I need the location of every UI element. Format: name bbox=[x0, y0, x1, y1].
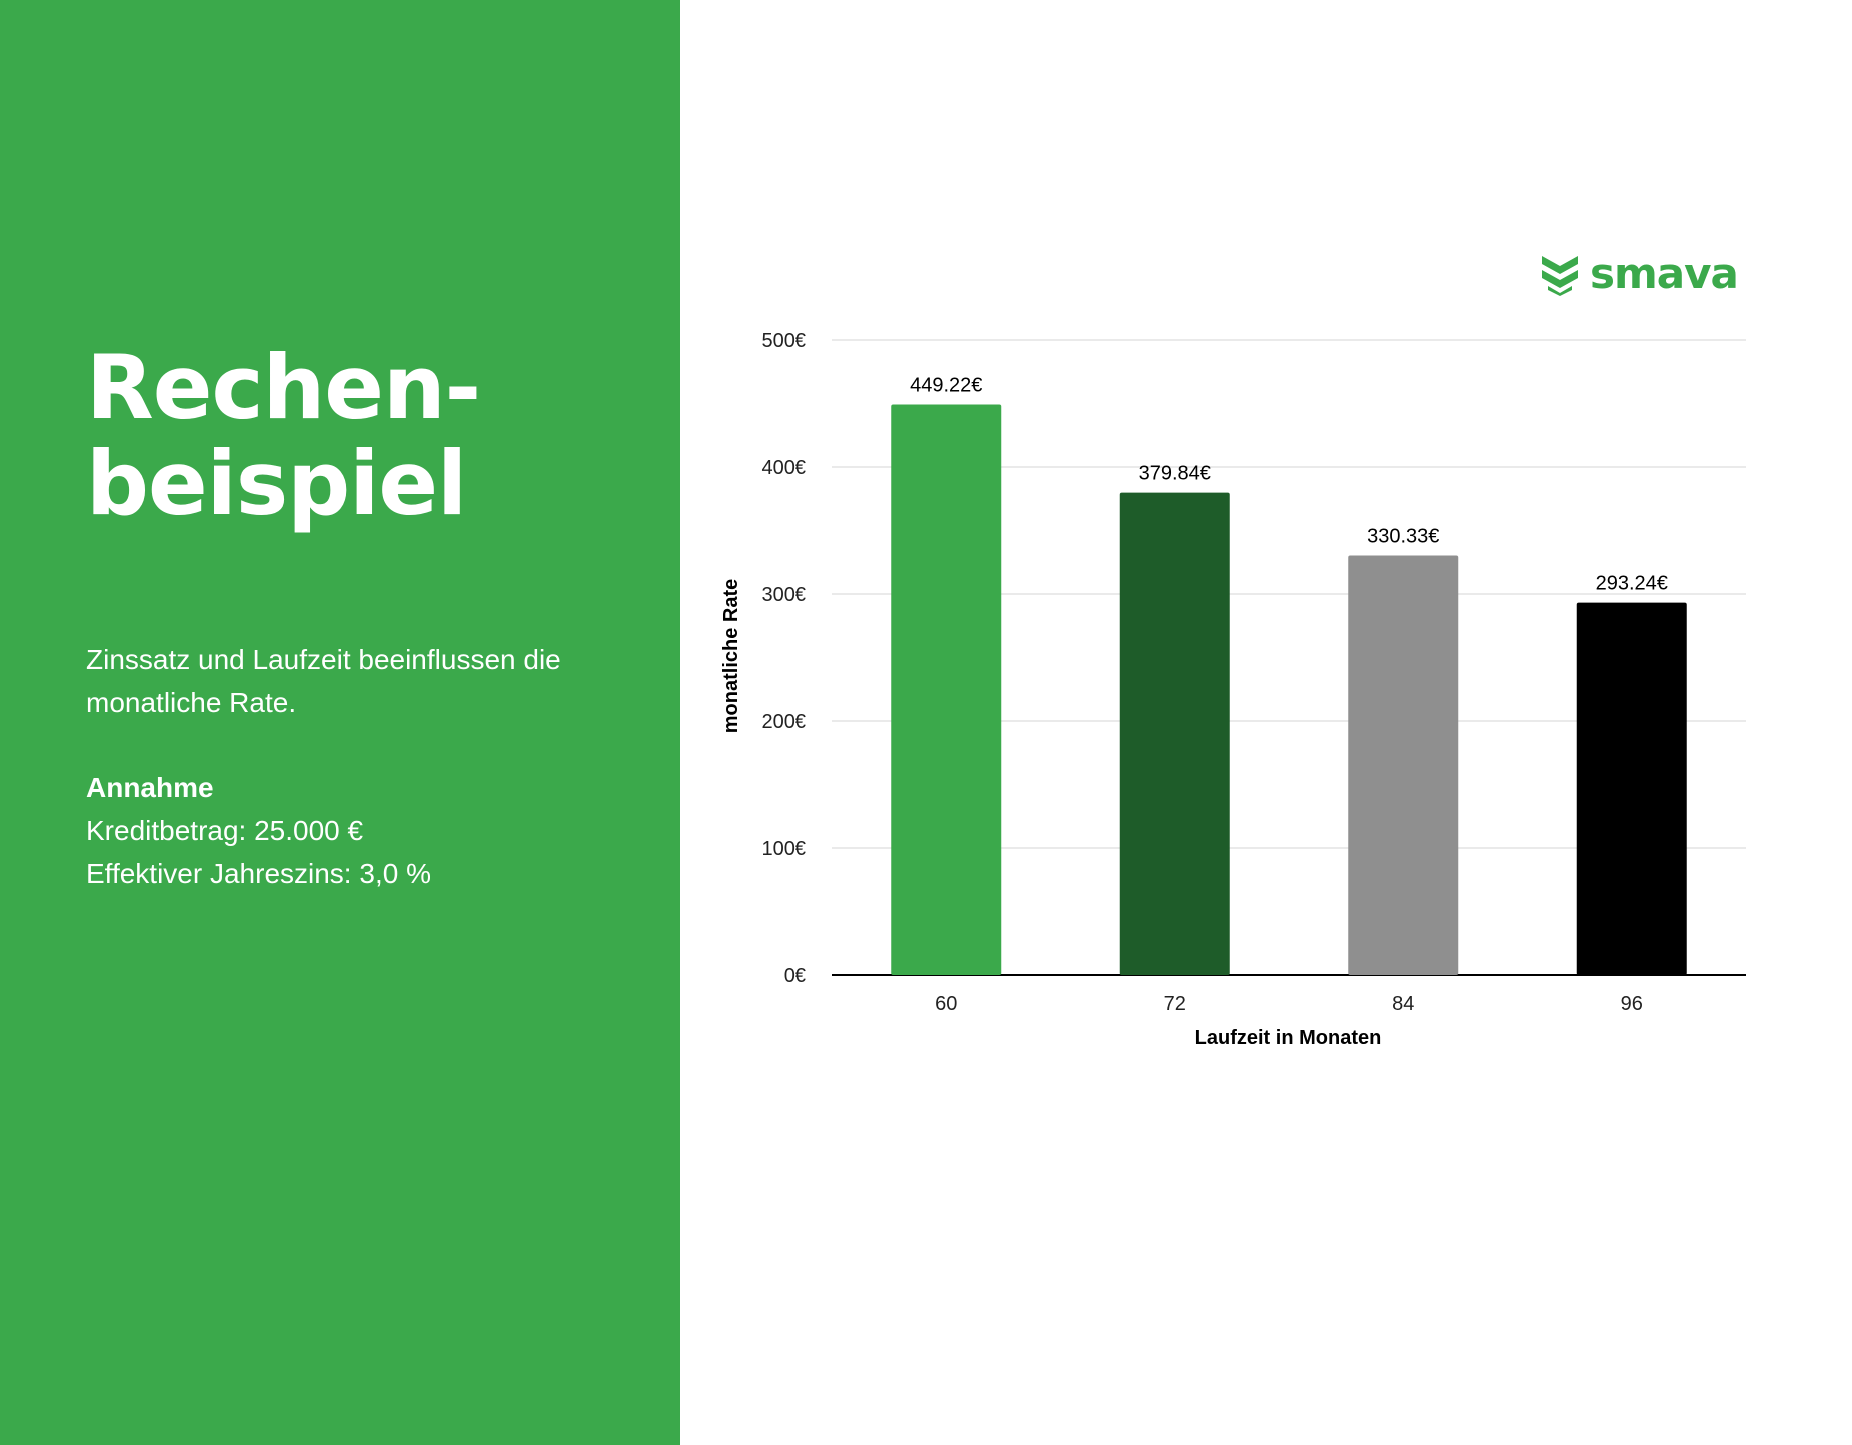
x-tick-label: 72 bbox=[1164, 993, 1186, 1015]
data-label: 330.33€ bbox=[1367, 525, 1439, 547]
assumption-block: Annahme Kreditbetrag: 25.000 € Effektive… bbox=[86, 766, 431, 895]
assumption-credit-amount: Kreditbetrag: 25.000 € bbox=[86, 815, 364, 846]
page-title-line-1: Rechen- bbox=[86, 336, 481, 439]
chevron-stack-icon bbox=[1542, 256, 1578, 296]
left-panel: Rechen- beispiel Zinssatz und Laufzeit b… bbox=[0, 0, 680, 1445]
bar-96 bbox=[1576, 602, 1687, 975]
chart-y-ticks: 0€ 100€ 200€ 300€ 400€ 500€ bbox=[762, 330, 807, 987]
x-tick-label: 96 bbox=[1621, 993, 1643, 1015]
x-axis-label: Laufzeit in Monaten bbox=[1195, 1027, 1382, 1049]
bar-60 bbox=[891, 404, 1002, 975]
y-tick-label: 200€ bbox=[762, 711, 807, 733]
data-label: 293.24€ bbox=[1596, 573, 1668, 595]
x-tick-label: 84 bbox=[1392, 993, 1414, 1015]
y-tick-label: 400€ bbox=[762, 457, 807, 479]
y-tick-label: 500€ bbox=[762, 330, 807, 352]
smava-logo: smava bbox=[1540, 249, 1739, 298]
bar-84 bbox=[1348, 555, 1459, 975]
chart-data-labels: 449.22€ 379.84€ 330.33€ 293.24€ bbox=[910, 374, 1668, 594]
y-axis-label: monatliche Rate bbox=[720, 579, 742, 733]
assumption-interest-rate: Effektiver Jahreszins: 3,0 % bbox=[86, 858, 431, 889]
data-label: 449.22€ bbox=[910, 374, 982, 396]
logo-text: smava bbox=[1590, 249, 1739, 298]
intro-text: Zinssatz und Laufzeit beeinflussen die m… bbox=[86, 644, 561, 718]
chart-x-ticks: 60 72 84 96 bbox=[935, 993, 1643, 1015]
y-tick-label: 100€ bbox=[762, 838, 807, 860]
y-tick-label: 0€ bbox=[784, 965, 806, 987]
y-tick-label: 300€ bbox=[762, 584, 807, 606]
data-label: 379.84€ bbox=[1139, 463, 1211, 485]
x-tick-label: 60 bbox=[935, 993, 957, 1015]
bar-72 bbox=[1119, 492, 1230, 975]
page-title: Rechen- beispiel bbox=[86, 336, 481, 535]
page-title-line-2: beispiel bbox=[86, 432, 467, 535]
chart-bars bbox=[891, 404, 1687, 975]
assumption-title: Annahme bbox=[86, 772, 214, 803]
